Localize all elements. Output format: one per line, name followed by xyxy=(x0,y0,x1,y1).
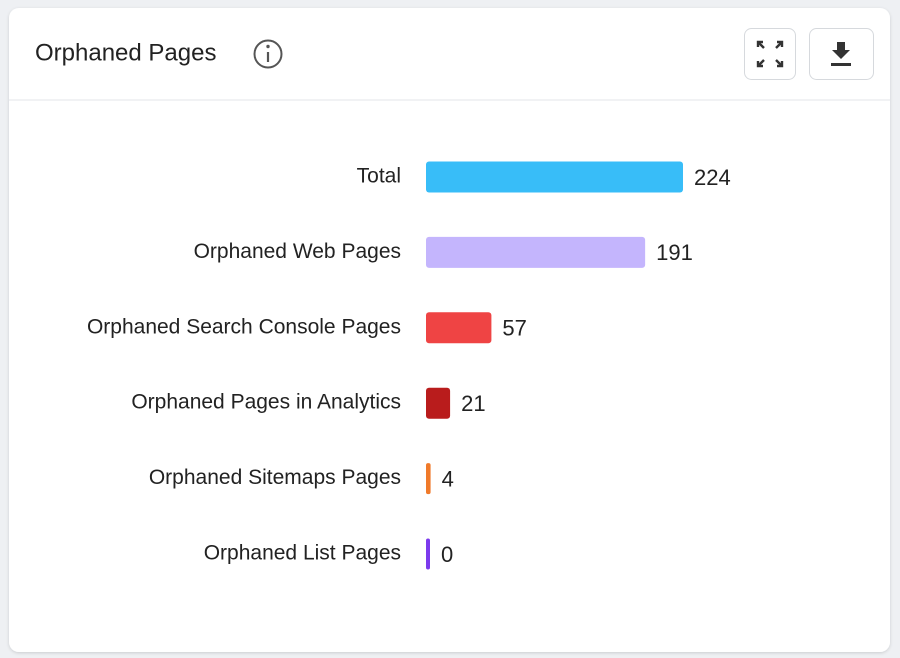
chart-title: Orphaned Pages xyxy=(35,39,216,66)
value-label: 4 xyxy=(442,466,454,491)
category-label: Total xyxy=(357,165,401,188)
bar xyxy=(426,463,431,495)
bar xyxy=(426,236,646,268)
bar xyxy=(426,161,683,193)
value-label: 0 xyxy=(441,542,453,567)
value-label: 21 xyxy=(461,391,485,416)
category-label: Orphaned Sitemaps Pages xyxy=(149,466,401,489)
value-label: 57 xyxy=(502,316,526,341)
bar xyxy=(426,538,430,570)
category-label: Orphaned Search Console Pages xyxy=(87,315,401,338)
category-label: Orphaned List Pages xyxy=(204,542,401,565)
download-button[interactable] xyxy=(809,28,874,80)
category-label: Orphaned Pages in Analytics xyxy=(131,391,401,414)
value-label: 191 xyxy=(656,240,693,265)
value-label: 224 xyxy=(694,165,731,190)
bar xyxy=(426,312,492,344)
category-label: Orphaned Web Pages xyxy=(194,240,401,263)
info-icon[interactable] xyxy=(253,39,283,69)
expand-button[interactable] xyxy=(744,28,796,80)
bar xyxy=(426,387,451,419)
